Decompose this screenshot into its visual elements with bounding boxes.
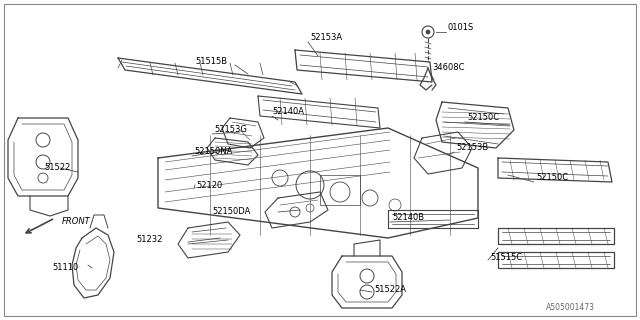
Text: 52150C: 52150C [467, 114, 499, 123]
Circle shape [426, 30, 430, 34]
Text: 52120: 52120 [196, 180, 222, 189]
Text: 51522: 51522 [44, 164, 70, 172]
Text: 52150C: 52150C [536, 173, 568, 182]
Text: 51515B: 51515B [195, 58, 227, 67]
Text: FRONT: FRONT [62, 218, 91, 227]
Text: 0101S: 0101S [448, 23, 474, 33]
Text: 52153B: 52153B [456, 143, 488, 153]
Text: 51232: 51232 [136, 236, 163, 244]
Text: 52150NA: 52150NA [194, 148, 232, 156]
Text: 52150DA: 52150DA [212, 207, 250, 217]
Text: 52153G: 52153G [214, 125, 247, 134]
Text: 51522A: 51522A [374, 285, 406, 294]
Text: 34608C: 34608C [432, 63, 465, 73]
Text: 51515C: 51515C [490, 253, 522, 262]
Text: 52140A: 52140A [272, 108, 304, 116]
Text: 52140B: 52140B [392, 213, 424, 222]
Text: 52153A: 52153A [310, 34, 342, 43]
Text: 51110: 51110 [52, 263, 78, 273]
Text: A505001473: A505001473 [546, 303, 595, 312]
